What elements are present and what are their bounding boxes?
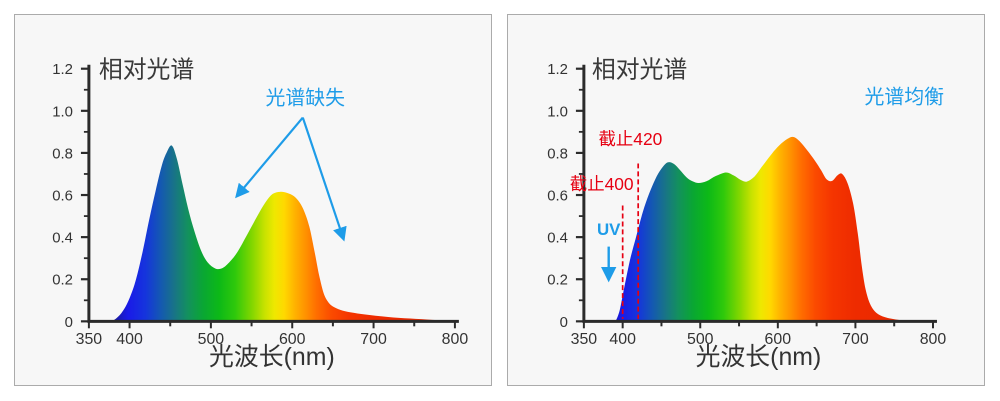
- x-tick-label: 800: [920, 331, 947, 348]
- x-tick-label: 700: [360, 331, 387, 348]
- y-axis-ticks: [575, 67, 584, 323]
- cutoff-label: 截止400: [570, 174, 634, 194]
- y-tick-label: 0.4: [547, 231, 568, 247]
- y-tick-label: 1.0: [547, 104, 568, 120]
- callout-arrow: [235, 116, 304, 199]
- y-tick-label: 0.2: [547, 273, 568, 289]
- y-tick-label: 0: [560, 315, 568, 331]
- x-axis-title: 光波长(nm): [696, 343, 822, 371]
- x-tick-label: 400: [116, 331, 143, 348]
- y-tick-label: 1.2: [547, 62, 568, 78]
- x-tick-label: 500: [687, 331, 714, 348]
- y-tick-label: 1.2: [52, 62, 73, 78]
- x-tick-label: 400: [609, 331, 636, 348]
- x-tick-label: 800: [442, 331, 469, 348]
- x-tick-label: 350: [571, 331, 598, 348]
- y-tick-label: 0.2: [52, 273, 73, 289]
- x-axis-labels: 350 400 500 600 700 800: [76, 331, 469, 348]
- chart-panel-balanced-spectrum: 0 0.2 0.4 0.6 0.8 1.0 1.2 350 400 500 600 700 800 相对光…: [507, 14, 985, 386]
- x-axis-title: 光波长(nm): [209, 343, 335, 371]
- x-axis-ticks: [87, 321, 456, 329]
- x-axis-ticks: [582, 321, 934, 329]
- uv-label: UV: [597, 220, 621, 239]
- callout-arrow: [301, 117, 347, 242]
- x-tick-label: 600: [279, 331, 306, 348]
- x-tick-label: 350: [76, 331, 103, 348]
- y-axis-labels: 0 0.2 0.4 0.6 0.8 1.0 1.2: [52, 62, 73, 331]
- x-axis-labels: 350 400 500 600 700 800: [571, 331, 947, 348]
- spectrum-curve: [615, 136, 918, 322]
- x-tick-label: 700: [842, 331, 869, 348]
- y-tick-label: 0.4: [52, 231, 73, 247]
- y-axis-labels: 0 0.2 0.4 0.6 0.8 1.0 1.2: [547, 62, 568, 331]
- chart-title: 相对光谱: [99, 57, 194, 84]
- cutoff-label: 截止420: [599, 129, 663, 149]
- y-axis-ticks: [80, 67, 89, 323]
- chart-title: 相对光谱: [592, 57, 687, 84]
- spectrum-curve: [111, 145, 454, 322]
- y-tick-label: 0.8: [547, 146, 568, 162]
- y-tick-label: 0.8: [52, 146, 73, 162]
- callout-label: 光谱缺失: [265, 88, 345, 110]
- spectrum-chart-balanced: 0 0.2 0.4 0.6 0.8 1.0 1.2 350 400 500 600 700 800 相对光…: [547, 57, 947, 371]
- y-tick-label: 1.0: [52, 104, 73, 120]
- x-tick-label: 600: [765, 331, 792, 348]
- x-tick-label: 500: [198, 331, 225, 348]
- callout-label: 光谱均衡: [865, 86, 945, 108]
- y-tick-label: 0: [65, 315, 73, 331]
- y-tick-label: 0.6: [52, 188, 73, 204]
- chart-panel-missing-spectrum: 0 0.2 0.4 0.6 0.8 1.0 1.2 350 400 500 600 700 800 相对光…: [14, 14, 492, 386]
- spectrum-chart-missing: 0 0.2 0.4 0.6 0.8 1.0 1.2 350 400 500 600 700 800 相对光…: [52, 57, 469, 371]
- y-tick-label: 0.6: [547, 188, 568, 204]
